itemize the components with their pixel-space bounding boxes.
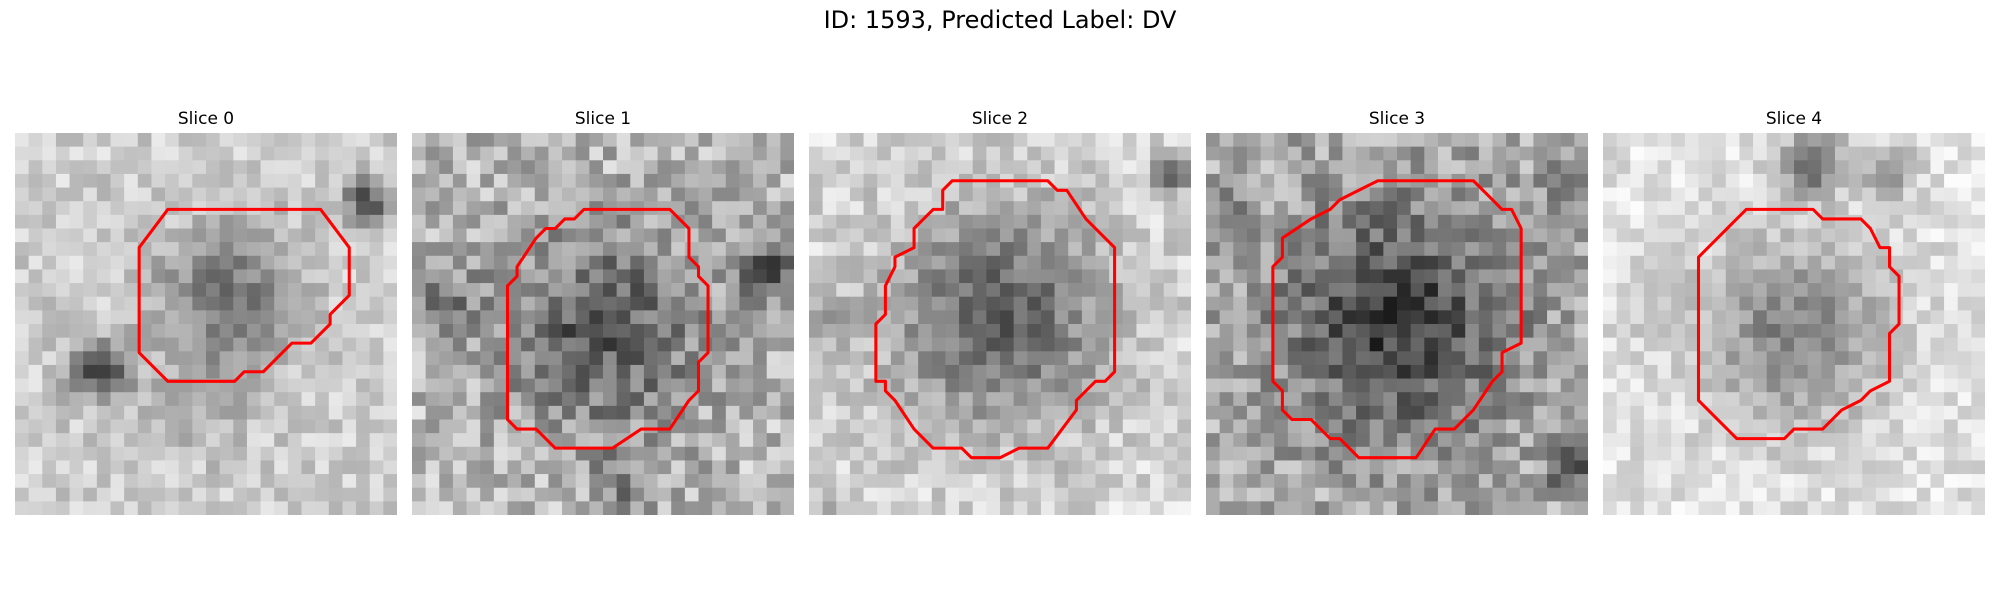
slice-panel-4: Slice 4	[1603, 108, 1985, 515]
figure-title: ID: 1593, Predicted Label: DV	[823, 6, 1177, 34]
slice-title: Slice 2	[971, 109, 1029, 129]
slice-title: Slice 1	[574, 109, 632, 129]
slice-panel-0: Slice 0	[15, 108, 397, 515]
slice-image	[1603, 133, 1985, 515]
segmentation-contour	[1271, 179, 1523, 460]
pixel-texture	[809, 133, 1191, 515]
slice-image	[809, 133, 1191, 515]
pixel-texture	[1603, 133, 1985, 515]
slice-title: Slice 4	[1765, 109, 1823, 129]
slice-image	[15, 133, 397, 515]
slice-panel-2: Slice 2	[809, 108, 1191, 515]
segmentation-contour	[1696, 207, 1901, 441]
slice-image	[412, 133, 794, 515]
segmentation-contour	[505, 207, 710, 450]
pixel-texture	[15, 133, 397, 515]
slice-title: Slice 0	[177, 109, 235, 129]
pixel-texture	[1206, 133, 1588, 515]
pixel-texture	[412, 133, 794, 515]
slice-panel-1: Slice 1	[412, 108, 794, 515]
segmentation-contour	[137, 207, 351, 383]
segmentation-contour	[874, 179, 1117, 460]
slice-image	[1206, 133, 1588, 515]
slice-panel-3: Slice 3	[1206, 108, 1588, 515]
slice-title: Slice 3	[1368, 109, 1426, 129]
